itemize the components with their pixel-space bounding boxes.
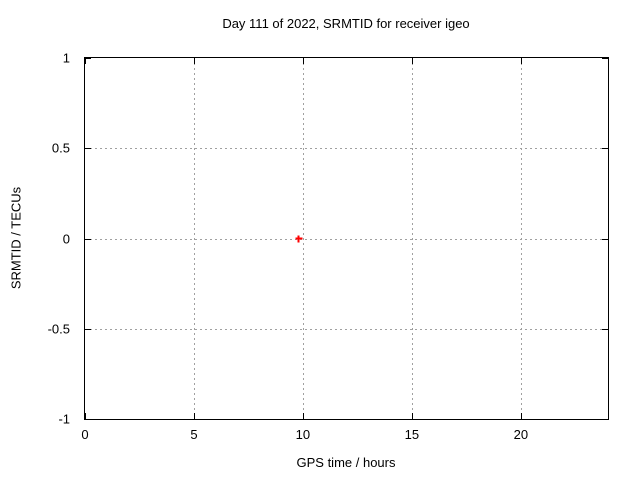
y-tick-right xyxy=(602,328,608,330)
x-tick-bottom xyxy=(85,413,86,419)
x-tick-bottom xyxy=(411,413,413,419)
y-tick-label: -1 xyxy=(58,411,70,427)
y-tick-right xyxy=(602,419,608,420)
y-gridline xyxy=(85,328,608,330)
y-tick-right xyxy=(602,148,608,150)
y-tick-left xyxy=(85,238,91,240)
y-tick-right xyxy=(602,58,608,59)
y-gridline xyxy=(85,238,608,240)
y-tick-left xyxy=(85,328,91,330)
x-tick-label: 5 xyxy=(190,427,198,442)
y-gridline xyxy=(85,148,608,150)
x-tick-top xyxy=(302,58,304,64)
y-tick-label: 0.5 xyxy=(51,140,70,156)
y-tick-left xyxy=(85,148,91,150)
plot-area: 0 5 10 15 20 1 0.5 0 -0.5 -1 xyxy=(48,51,609,442)
x-tick-top xyxy=(85,58,86,64)
x-tick-top xyxy=(520,58,522,64)
y-tick-left xyxy=(85,419,91,420)
x-tick-top xyxy=(193,58,195,64)
data-point-marker xyxy=(295,235,303,242)
x-tick-bottom xyxy=(520,413,522,419)
y-tick-label: -0.5 xyxy=(47,321,70,337)
y-tick-left xyxy=(85,58,91,59)
y-tick-label: 0 xyxy=(62,231,70,246)
y-tick-right xyxy=(602,238,608,240)
x-tick-label: 15 xyxy=(404,427,420,442)
y-axis-label: SRMTID / TECUs xyxy=(8,186,24,290)
x-tick-top xyxy=(411,58,413,64)
y-tick-label: 1 xyxy=(62,50,70,66)
chart-title: Day 111 of 2022, SRMTID for receiver ige… xyxy=(222,16,470,31)
x-tick-bottom xyxy=(302,413,304,419)
x-tick-label: 20 xyxy=(513,427,529,442)
x-axis-label: GPS time / hours xyxy=(296,455,396,470)
x-tick-label: 10 xyxy=(295,427,311,442)
x-tick-bottom xyxy=(193,413,195,419)
x-tick-label: 0 xyxy=(81,427,89,442)
